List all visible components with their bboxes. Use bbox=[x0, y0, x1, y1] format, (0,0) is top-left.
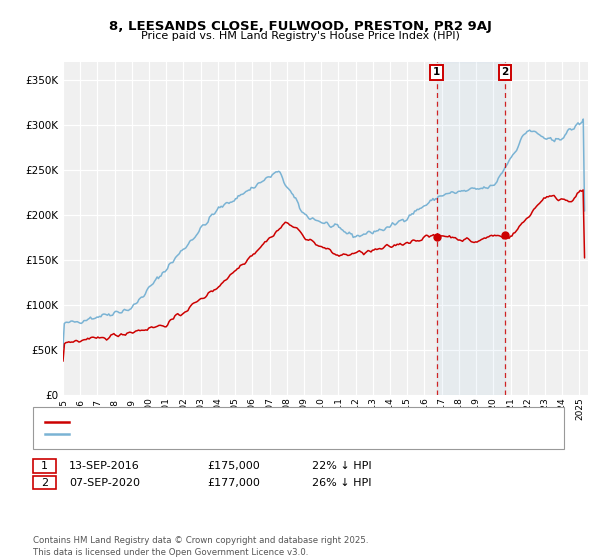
Text: 8, LEESANDS CLOSE, FULWOOD, PRESTON, PR2 9AJ (detached house): 8, LEESANDS CLOSE, FULWOOD, PRESTON, PR2… bbox=[72, 417, 413, 427]
Text: 07-SEP-2020: 07-SEP-2020 bbox=[69, 478, 140, 488]
Text: 1: 1 bbox=[433, 67, 440, 77]
Text: 2: 2 bbox=[41, 478, 48, 488]
Text: 2: 2 bbox=[502, 67, 509, 77]
Text: 13-SEP-2016: 13-SEP-2016 bbox=[69, 461, 140, 471]
Text: 26% ↓ HPI: 26% ↓ HPI bbox=[312, 478, 371, 488]
Text: £175,000: £175,000 bbox=[207, 461, 260, 471]
Text: Price paid vs. HM Land Registry's House Price Index (HPI): Price paid vs. HM Land Registry's House … bbox=[140, 31, 460, 41]
Text: Contains HM Land Registry data © Crown copyright and database right 2025.
This d: Contains HM Land Registry data © Crown c… bbox=[33, 536, 368, 557]
Text: £177,000: £177,000 bbox=[207, 478, 260, 488]
Text: 8, LEESANDS CLOSE, FULWOOD, PRESTON, PR2 9AJ: 8, LEESANDS CLOSE, FULWOOD, PRESTON, PR2… bbox=[109, 20, 491, 32]
Bar bbox=[437, 62, 505, 395]
Text: HPI: Average price, detached house, Preston: HPI: Average price, detached house, Pres… bbox=[72, 429, 290, 439]
Text: 22% ↓ HPI: 22% ↓ HPI bbox=[312, 461, 371, 471]
Text: 1: 1 bbox=[41, 461, 48, 471]
